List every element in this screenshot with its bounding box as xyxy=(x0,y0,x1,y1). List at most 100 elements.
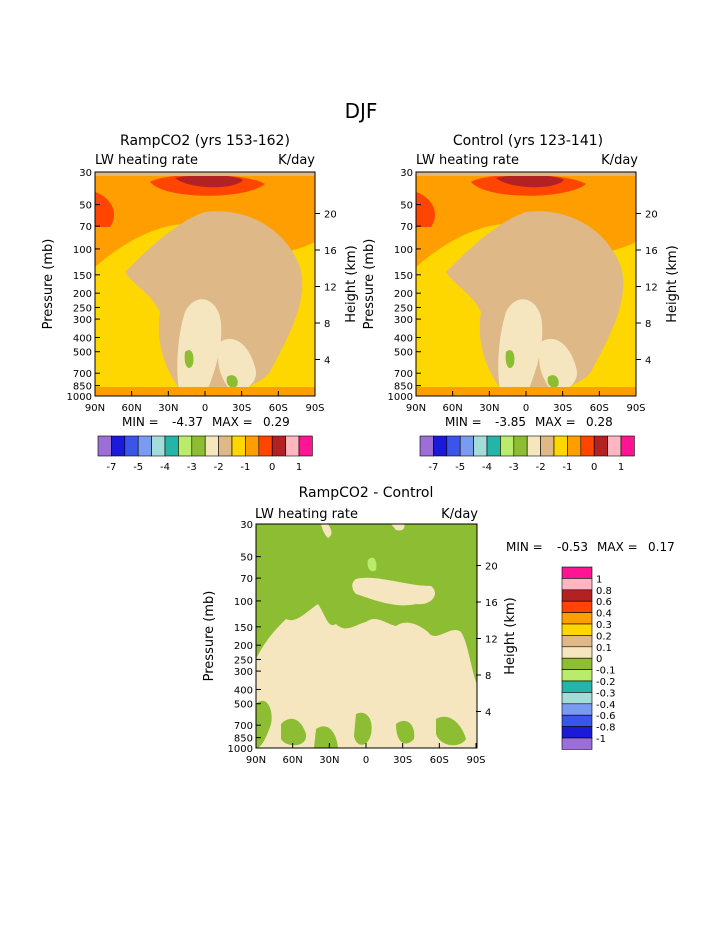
x-tick-label: 60S xyxy=(430,755,449,766)
y-tick-label: 150 xyxy=(394,271,413,282)
colorbar: -7 -5 -4 -3 -2 -1 0 1 xyxy=(419,435,635,473)
x-tick-label: 30N xyxy=(479,403,499,414)
y-tick-label: 150 xyxy=(234,623,253,634)
y2-tick-label: 12 xyxy=(645,282,658,293)
colorbar-label: -1 xyxy=(562,462,572,473)
colorbar-label: 0.4 xyxy=(596,609,612,620)
colorbar-label: -1 xyxy=(240,462,250,473)
y2-tick-label: 8 xyxy=(645,319,651,330)
max-label: MAX = xyxy=(535,415,576,429)
colorbar-label: -3 xyxy=(187,462,197,473)
left-string: LW heating rate xyxy=(416,153,519,168)
right-string: K/day xyxy=(278,153,315,168)
colorbar-box xyxy=(561,612,593,625)
colorbar-box xyxy=(561,680,593,693)
max-value: 0.17 xyxy=(648,540,675,554)
colorbar-box xyxy=(111,435,126,457)
colorbar-box xyxy=(561,566,593,579)
x-tick-label: 90N xyxy=(406,403,426,414)
y-axis-label: Pressure (mb) xyxy=(41,239,56,330)
colorbar-label: -0.6 xyxy=(596,711,616,722)
x-tick-label: 90S xyxy=(305,403,324,414)
fill-region xyxy=(281,718,307,746)
colorbar-box xyxy=(285,435,300,457)
y-tick-label: 500 xyxy=(234,700,253,711)
colorbar-box xyxy=(553,435,568,457)
max-value: 0.28 xyxy=(586,415,613,429)
fill-region xyxy=(436,716,466,746)
x-tick-label: 0 xyxy=(523,403,529,414)
fill-region xyxy=(498,299,543,396)
colorbar: 10.80.60.40.30.20.10-0.1-0.2-0.3-0.4-0.6… xyxy=(561,566,616,750)
colorbar-box xyxy=(561,578,593,591)
colorbar-box xyxy=(124,435,139,457)
y-tick-label: 250 xyxy=(394,303,413,314)
y2-axis-label: Height (km) xyxy=(665,245,680,322)
min-label: MIN = xyxy=(445,415,482,429)
y-tick-label: 100 xyxy=(234,597,253,608)
x-tick-label: 30S xyxy=(232,403,251,414)
left-string: LW heating rate xyxy=(255,507,358,522)
colorbar-box xyxy=(231,435,246,457)
colorbar-box xyxy=(526,435,541,457)
y-tick-label: 400 xyxy=(73,333,92,344)
colorbar-label: 1 xyxy=(618,462,624,473)
colorbar-label: 0.1 xyxy=(596,643,612,654)
y-tick-label: 700 xyxy=(394,369,413,380)
colorbar-label: 0 xyxy=(591,462,597,473)
y-tick-label: 70 xyxy=(79,222,92,233)
colorbar: -7 -5 -4 -3 -2 -1 0 1 xyxy=(97,435,313,473)
colorbar-label: -0.3 xyxy=(596,688,616,699)
colorbar-label: 0 xyxy=(269,462,275,473)
y-tick-label: 30 xyxy=(240,520,253,531)
panel-rampco2: RampCO2 (yrs 153-162) LW heating rate K/… xyxy=(41,133,359,473)
x-tick-label: 60N xyxy=(283,755,303,766)
colorbar-box xyxy=(419,435,434,457)
colorbar-label: 0 xyxy=(596,654,602,665)
colorbar-label: 0.8 xyxy=(596,586,612,597)
colorbar-box xyxy=(298,435,313,457)
y-tick-label: 700 xyxy=(234,721,253,732)
colorbar-box xyxy=(486,435,501,457)
x-tick-label: 0 xyxy=(202,403,208,414)
colorbar-box xyxy=(561,635,593,648)
colorbar-box xyxy=(137,435,152,457)
x-tick-label: 60N xyxy=(443,403,463,414)
panel-difference: RampCO2 - Control LW heating rate K/day … xyxy=(202,485,675,766)
colorbar-box xyxy=(191,435,206,457)
x-tick-label: 30N xyxy=(319,755,339,766)
colorbar-label: -5 xyxy=(133,462,143,473)
fill-region xyxy=(95,172,315,176)
y-tick-label: 500 xyxy=(394,348,413,359)
y2-tick-label: 4 xyxy=(324,355,330,366)
y2-tick-label: 8 xyxy=(324,319,330,330)
colorbar-box xyxy=(561,703,593,716)
y-tick-label: 400 xyxy=(394,333,413,344)
colorbar-box xyxy=(271,435,286,457)
colorbar-box xyxy=(561,657,593,670)
colorbar-box xyxy=(561,623,593,636)
x-tick-label: 90S xyxy=(466,755,485,766)
colorbar-box xyxy=(580,435,595,457)
min-value: -0.53 xyxy=(557,540,588,554)
y2-tick-label: 8 xyxy=(485,671,491,682)
y-tick-label: 100 xyxy=(394,245,413,256)
colorbar-box xyxy=(561,737,593,750)
colorbar-box xyxy=(620,435,635,457)
fill-region xyxy=(354,712,372,745)
panel-title: Control (yrs 123-141) xyxy=(453,133,603,149)
colorbar-box xyxy=(561,646,593,659)
fill-region xyxy=(496,175,564,188)
y-tick-label: 50 xyxy=(240,553,253,564)
colorbar-box xyxy=(164,435,179,457)
min-label: MIN = xyxy=(506,540,543,554)
fill-region xyxy=(352,577,436,606)
right-string: K/day xyxy=(441,507,478,522)
y-tick-label: 300 xyxy=(73,315,92,326)
x-tick-label: 30S xyxy=(393,755,412,766)
y-tick-label: 850 xyxy=(394,382,413,393)
